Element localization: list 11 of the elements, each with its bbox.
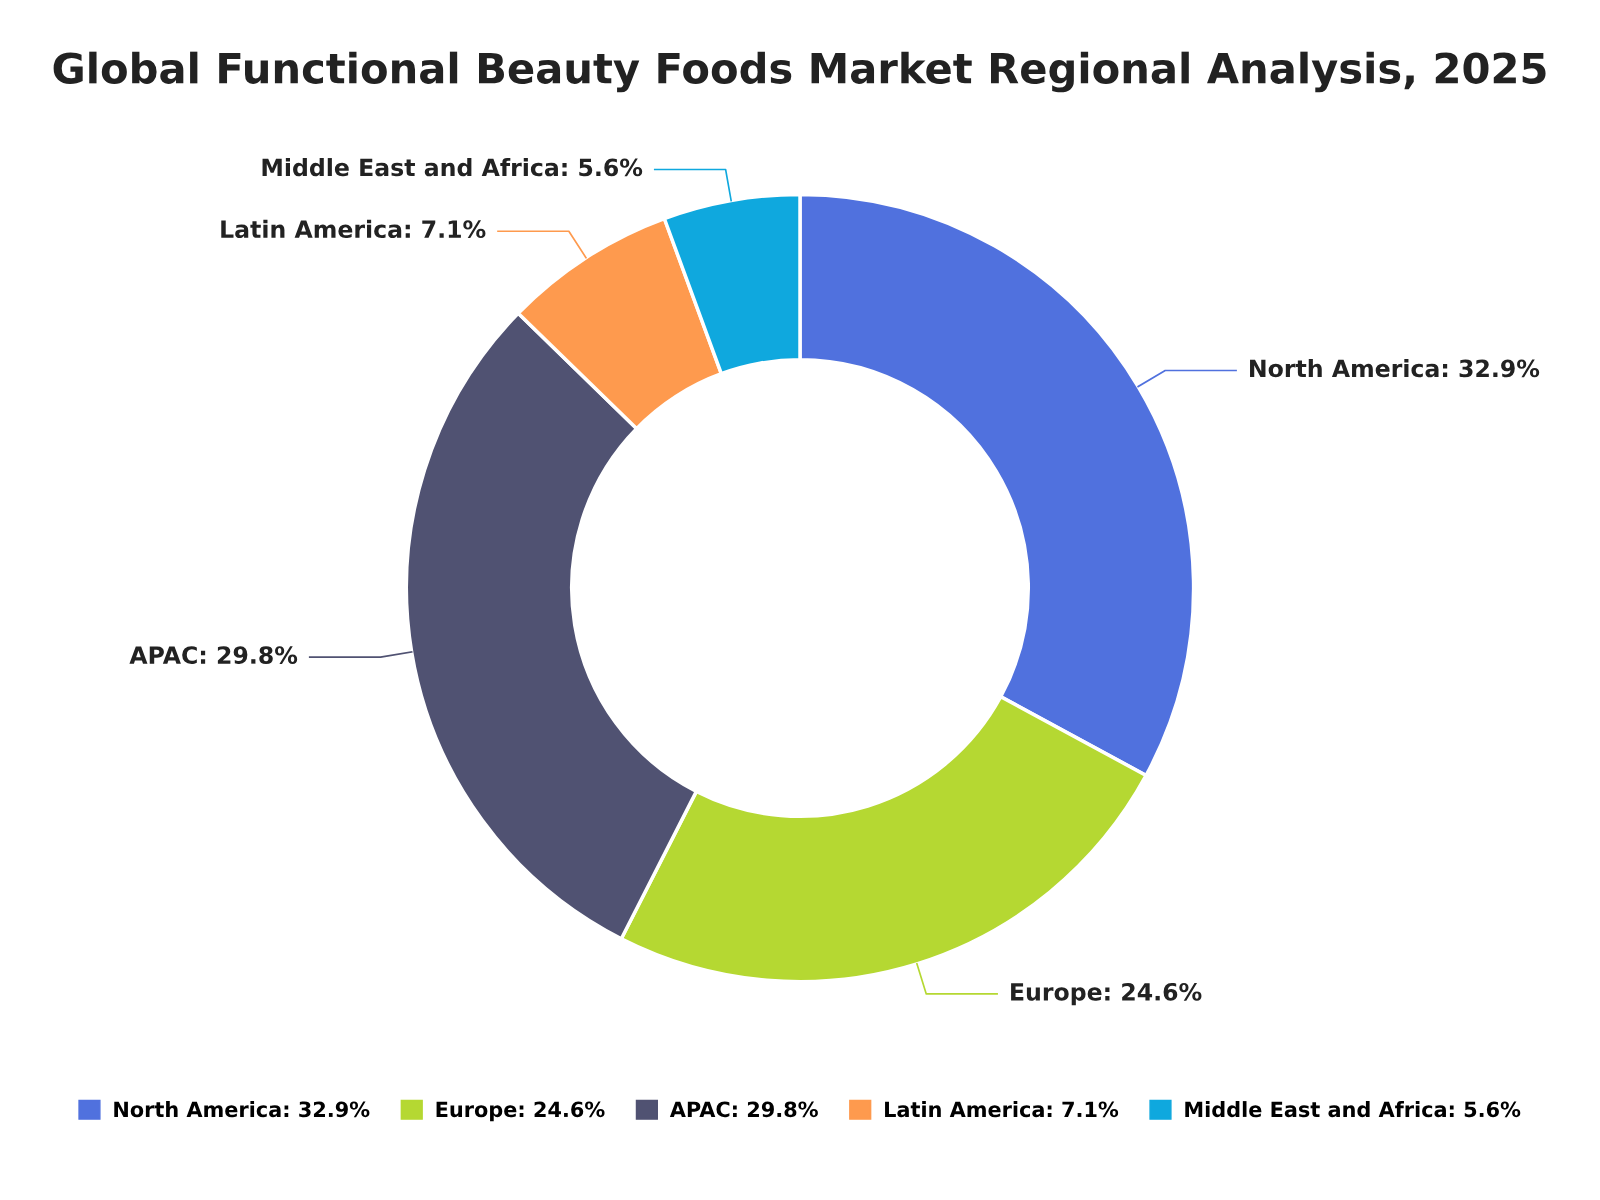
slice-label: Middle East and Africa: 5.6% xyxy=(262,158,643,177)
legend-label: Middle East and Africa: 5.6% xyxy=(1185,1101,1521,1118)
legend-label: Latin America: 7.1% xyxy=(885,1101,1119,1118)
legend-label: Europe: 24.6% xyxy=(436,1101,605,1122)
slice-label: North America: 32.9% xyxy=(1250,359,1540,378)
slice-label: Europe: 24.6% xyxy=(1011,982,1202,1006)
legend-label: North America: 32.9% xyxy=(114,1101,370,1118)
legend-label: APAC: 29.8% xyxy=(669,1101,818,1118)
slice-label: Latin America: 7.1% xyxy=(221,219,486,239)
slice-label: APAC: 29.8% xyxy=(129,646,298,664)
chart-title: Global Functional Beauty Foods Market Regional Analysis, 2025 xyxy=(53,51,1546,93)
